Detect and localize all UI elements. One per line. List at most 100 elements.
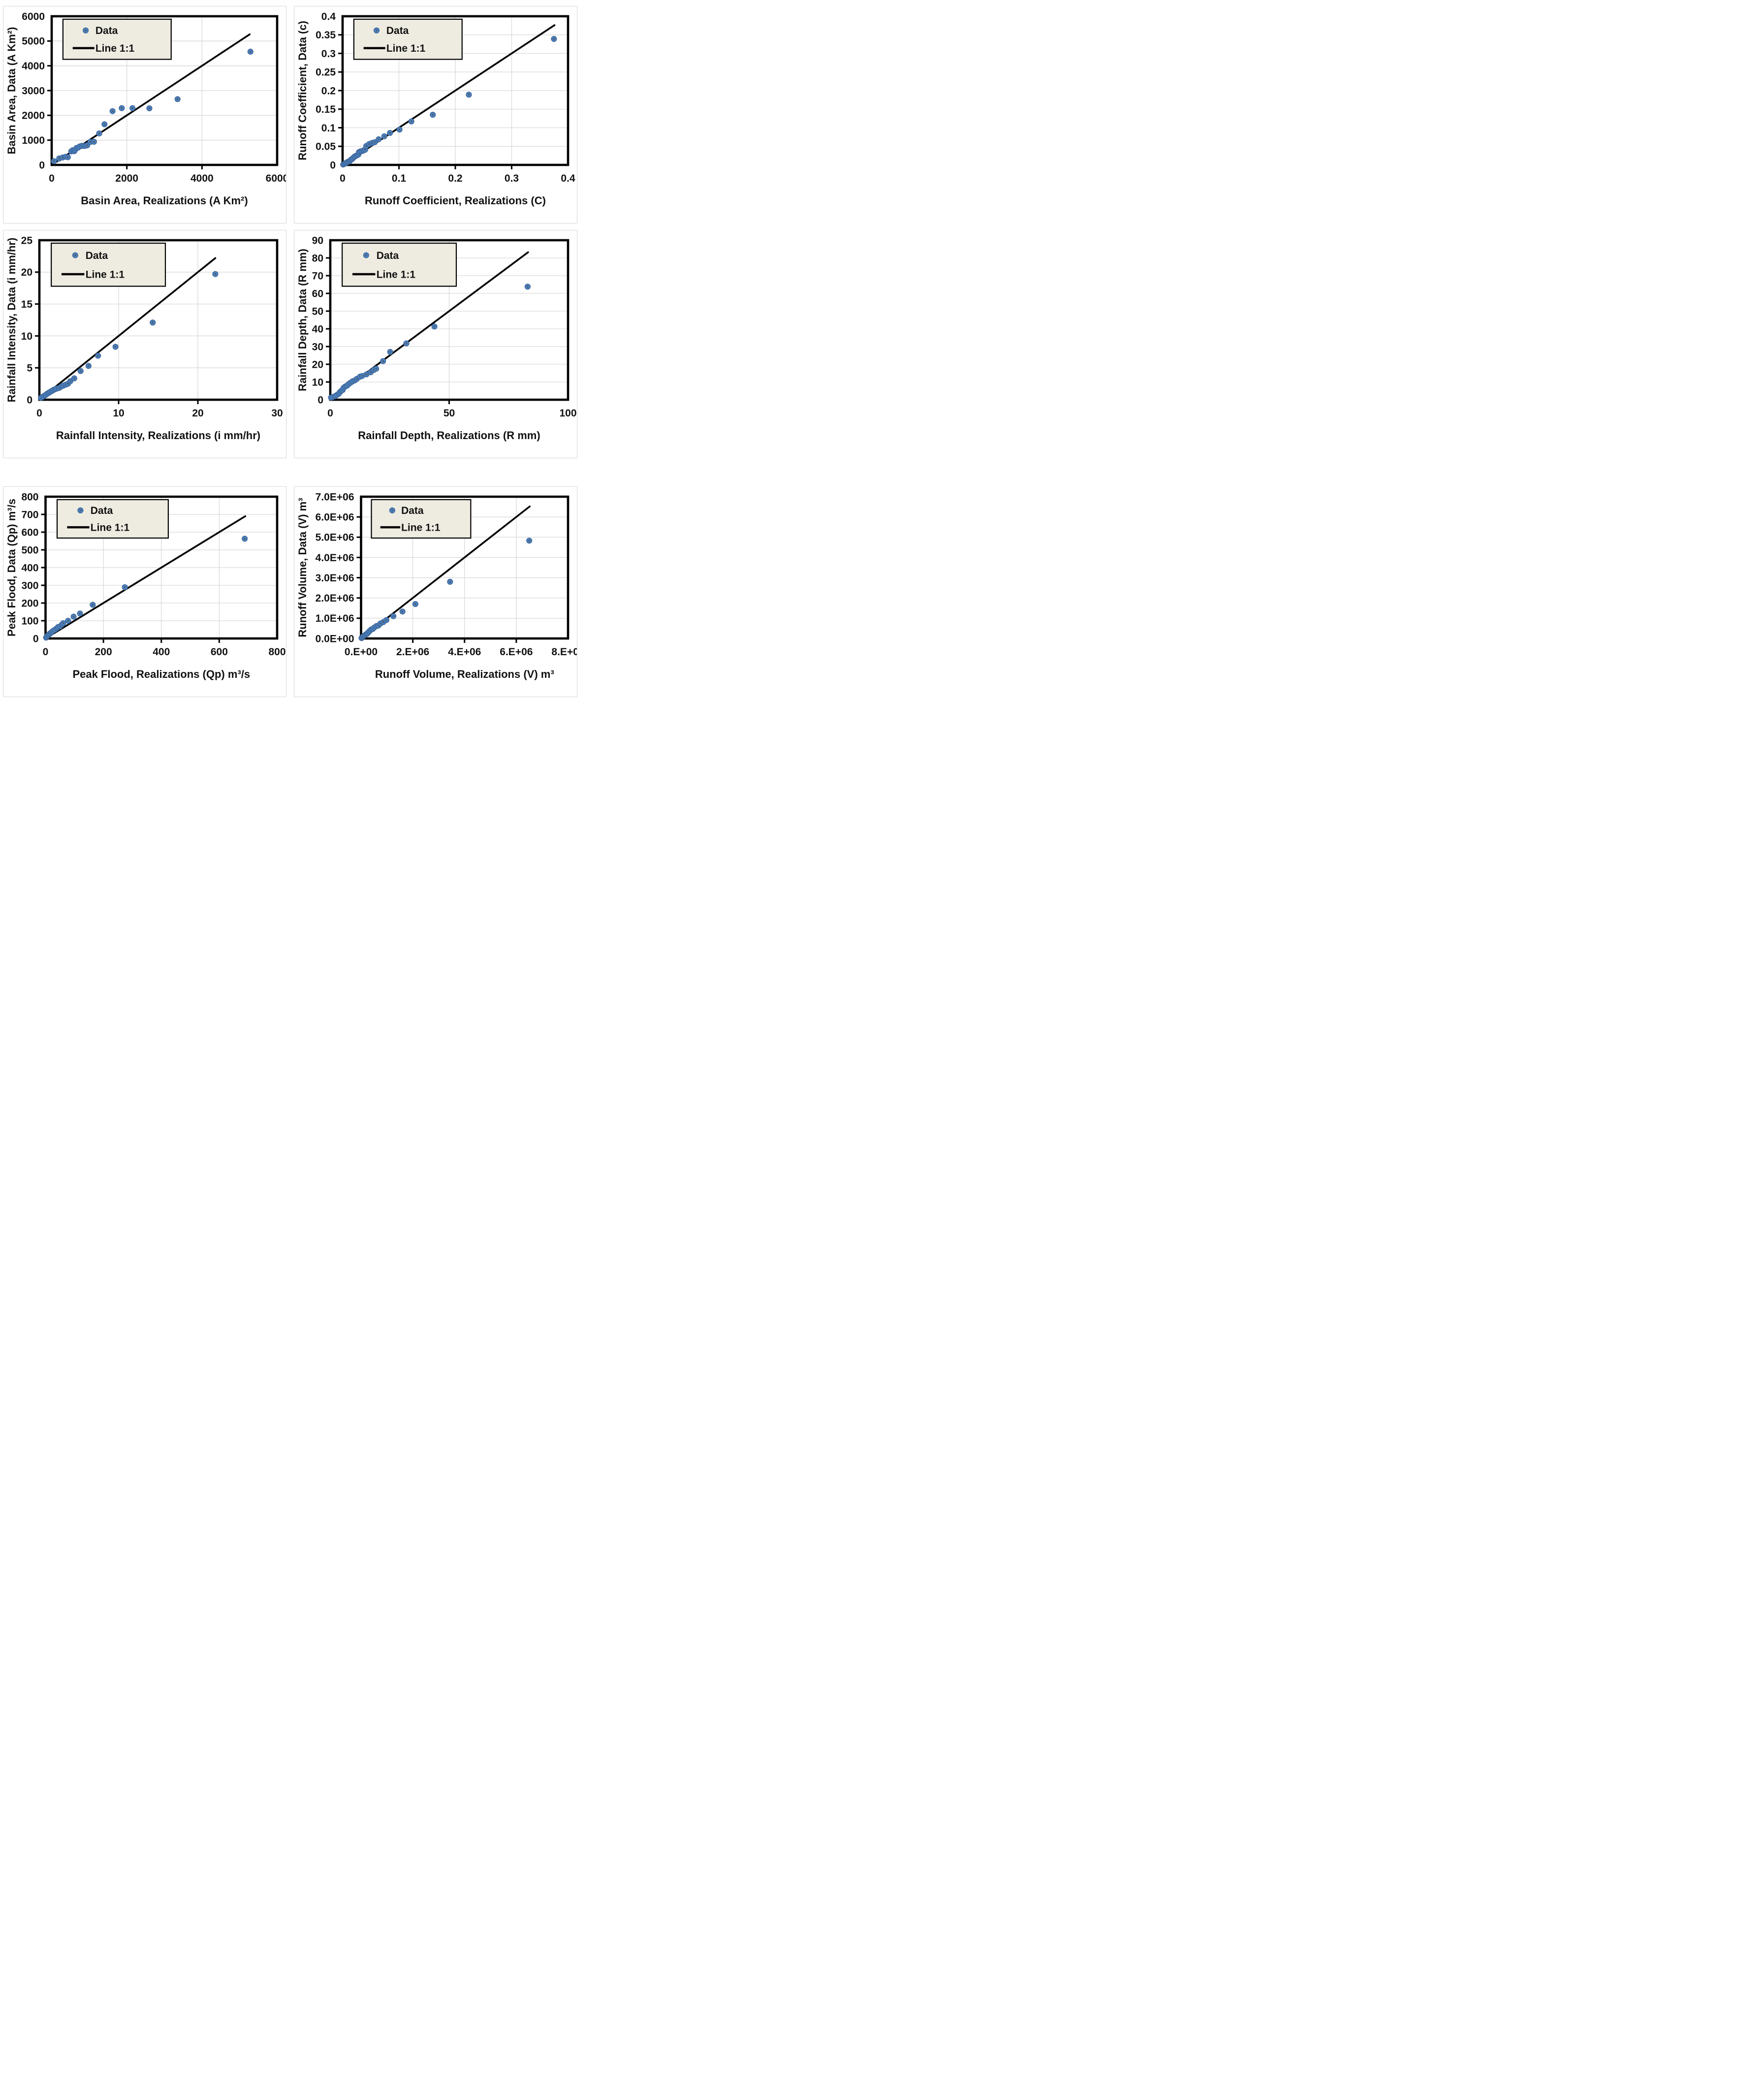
data-point-core xyxy=(80,370,82,372)
y-tick-label: 60 xyxy=(312,288,323,299)
data-point-core xyxy=(73,378,75,380)
data-point-core xyxy=(527,286,529,287)
legend-box xyxy=(342,242,457,287)
legend-box xyxy=(62,18,172,60)
data-point-core xyxy=(411,121,412,123)
data-point-core xyxy=(103,123,105,125)
data-point-core xyxy=(389,351,391,353)
x-tick-label: 0.4 xyxy=(561,173,575,184)
data-points xyxy=(340,36,557,168)
x-tick-label: 8.E+06 xyxy=(551,646,577,658)
data-points xyxy=(328,284,531,401)
y-tick-label: 300 xyxy=(21,580,38,591)
y-tick-label: 0 xyxy=(33,633,39,644)
y-tick-label: 2.0E+06 xyxy=(316,593,354,604)
data-point-core xyxy=(449,581,451,583)
y-tick-label: 0.4 xyxy=(321,11,336,22)
legend-line-label: Line 1:1 xyxy=(91,522,130,534)
one-to-one-line xyxy=(360,505,531,639)
tick-labels: 0.E+00 2.E+06 4.E+06 6.E+06 8.E+06 0.0E+00 1.0… xyxy=(316,491,577,658)
y-tick-label: 0.0E+00 xyxy=(316,633,354,644)
data-point-core xyxy=(406,343,408,345)
data-point-core xyxy=(382,360,384,362)
x-tick-label: 2.E+06 xyxy=(396,646,429,658)
data-point-core xyxy=(86,144,88,146)
data-point-core xyxy=(434,325,436,327)
legend-line-label: Line 1:1 xyxy=(377,269,416,280)
y-tick-label: 25 xyxy=(21,235,33,246)
data-point-core xyxy=(124,586,126,588)
legend-box xyxy=(51,242,166,287)
chart-panel-rainfall-intensity: 0 10 20 30 0 5 10 15 20 25 Data Line 1:1 Rainfall In… xyxy=(3,230,286,458)
y-tick-label: 700 xyxy=(21,509,38,520)
axis-ticks xyxy=(356,516,517,643)
x-tick-label: 2000 xyxy=(115,173,138,184)
one-to-one-line xyxy=(44,515,247,639)
legend: Data Line 1:1 xyxy=(51,242,166,287)
tick-labels: 0 2000 4000 6000 0 1000 2000 3000 4000 5000 6000 xyxy=(22,11,286,184)
legend-data-label: Data xyxy=(91,505,113,516)
y-tick-label: 500 xyxy=(21,544,38,556)
data-point-core xyxy=(121,107,123,109)
tick-labels: 0 0.1 0.2 0.3 0.4 0 0.05 0.1 0.15 0.2 0.25 0.3 0.35 0… xyxy=(316,11,575,184)
data-point-core xyxy=(92,604,94,606)
x-tick-label: 10 xyxy=(113,408,124,419)
data-point-core xyxy=(374,141,376,143)
y-tick-label: 3.0E+06 xyxy=(316,573,354,584)
y-tick-label: 40 xyxy=(312,323,323,335)
y-axis-label: Basin Area, Data (A Km²) xyxy=(5,27,18,155)
x-tick-label: 4000 xyxy=(190,173,214,184)
axis-frame xyxy=(38,239,279,401)
x-tick-label: 0 xyxy=(327,408,333,419)
figure-row-3: 0 200 400 600 800 0 100 200 300 400 500 600 700 800 Da… xyxy=(3,486,577,697)
chart-panel-runoff-volume: 0.E+00 2.E+06 4.E+06 6.E+06 8.E+06 0.0E+00 1.0… xyxy=(294,486,577,697)
legend-marker-icon-core xyxy=(365,254,367,256)
y-tick-label: 600 xyxy=(21,527,38,538)
y-tick-label: 4.0E+06 xyxy=(316,552,354,564)
data-point-core xyxy=(361,375,363,377)
y-tick-label: 3000 xyxy=(22,85,45,96)
x-axis-label: Rainfall Intensity, Realizations (i mm/h… xyxy=(56,429,260,442)
chart-canvas-rainfall-depth: 0 50 100 0 10 20 30 40 50 60 70 80 90 Data Line 1:1 Rai… xyxy=(296,235,577,442)
x-tick-label: 6000 xyxy=(266,173,286,184)
data-point-core xyxy=(389,132,391,134)
y-tick-label: 0 xyxy=(39,159,45,171)
x-tick-label: 20 xyxy=(192,408,203,419)
x-axis-label: Rainfall Depth, Realizations (R mm) xyxy=(358,429,540,442)
chart-panel-rainfall-depth: 0 50 100 0 10 20 30 40 50 60 70 80 90 Data Line 1:1 Rai… xyxy=(294,230,577,458)
legend-line-label: Line 1:1 xyxy=(386,43,426,54)
y-tick-label: 80 xyxy=(312,253,323,264)
axis-ticks xyxy=(41,513,220,643)
data-point-core xyxy=(392,615,394,617)
y-axis-label: Peak Flood, Data (Qp) m³/s xyxy=(5,499,18,636)
legend-data-label: Data xyxy=(401,505,424,516)
x-tick-label: 4.E+06 xyxy=(448,646,481,658)
axis-ticks xyxy=(326,257,450,404)
y-tick-label: 5000 xyxy=(22,36,45,47)
data-point-core xyxy=(97,355,99,357)
legend-marker-icon-core xyxy=(79,509,81,511)
y-tick-label: 400 xyxy=(21,562,38,573)
legend: Data Line 1:1 xyxy=(353,18,463,60)
y-tick-label: 0 xyxy=(317,394,323,406)
data-point-core xyxy=(244,538,246,540)
y-axis-label: Rainfall Depth, Data (R mm) xyxy=(296,249,309,391)
y-tick-label: 1.0E+06 xyxy=(316,613,354,624)
y-tick-label: 20 xyxy=(312,359,323,370)
legend-data-label: Data xyxy=(386,25,409,36)
y-tick-label: 1000 xyxy=(22,135,45,146)
legend-marker-icon-core xyxy=(74,254,76,256)
data-point-core xyxy=(553,38,555,40)
x-tick-label: 800 xyxy=(268,646,285,658)
y-tick-label: 5.0E+06 xyxy=(316,532,354,543)
data-point-core xyxy=(88,365,90,367)
data-point-core xyxy=(58,158,60,159)
data-point-core xyxy=(67,620,69,622)
axis-ticks xyxy=(47,40,203,169)
data-point-core xyxy=(53,160,55,162)
data-point-core xyxy=(79,612,81,614)
legend: Data Line 1:1 xyxy=(62,18,172,60)
chart-panel-basin-area: 0 2000 4000 6000 0 1000 2000 3000 4000 5000 6000 Da… xyxy=(3,6,286,223)
data-point-core xyxy=(365,374,367,376)
y-tick-label: 0.1 xyxy=(321,123,336,134)
